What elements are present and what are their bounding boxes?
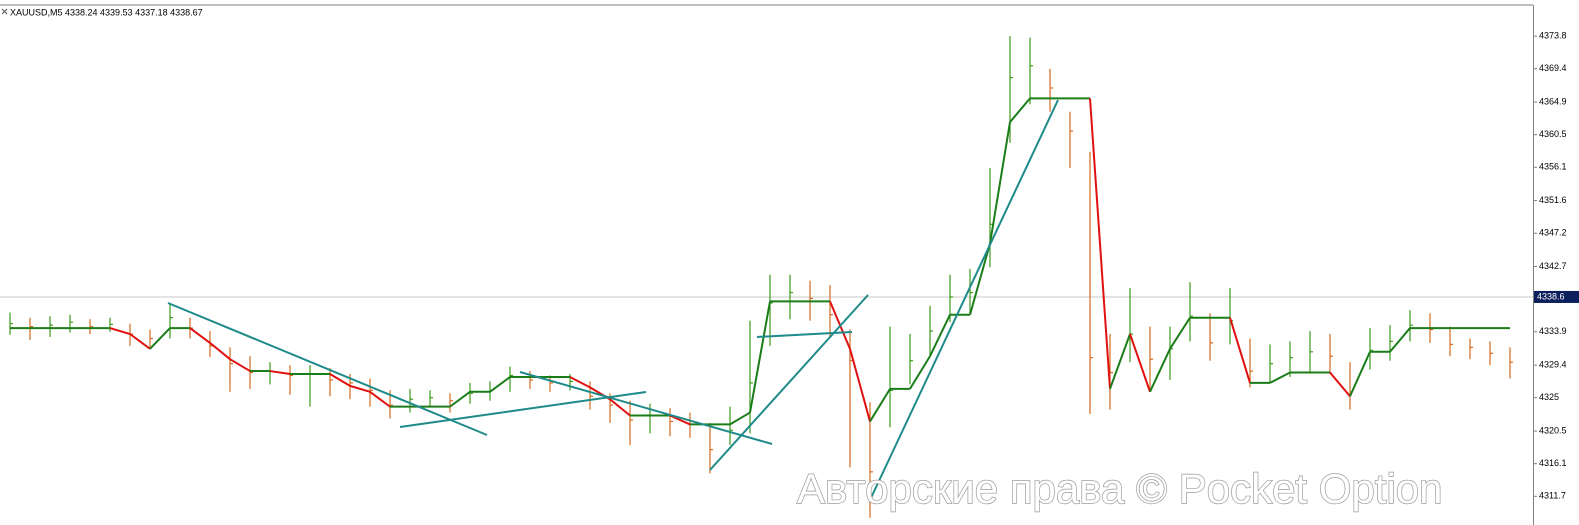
trend-line xyxy=(167,302,488,436)
trend-line xyxy=(519,371,773,445)
y-tick-label: 4356.1 xyxy=(1539,162,1567,172)
indicator-segment xyxy=(669,414,691,426)
y-tick-label: 4347.2 xyxy=(1539,228,1567,238)
indicator-segment xyxy=(1169,317,1191,350)
indicator-segment xyxy=(869,388,891,422)
indicator-segment xyxy=(449,391,471,408)
y-tick-label: 4351.6 xyxy=(1539,195,1567,205)
indicator-segment xyxy=(489,376,511,393)
indicator-segment xyxy=(569,376,591,389)
indicator-segment xyxy=(1009,97,1031,123)
y-tick-label: 4320.5 xyxy=(1539,425,1567,435)
indicator-segment xyxy=(269,370,291,376)
y-tick-label: 4333.9 xyxy=(1539,326,1567,336)
indicator-segment xyxy=(1229,317,1251,384)
indicator-segment xyxy=(749,301,771,413)
current-price-box xyxy=(1534,290,1579,303)
watermark: Авторские права © Pocket Option xyxy=(797,465,1443,512)
indicator-segment xyxy=(1129,333,1151,393)
indicator-segment xyxy=(229,358,251,372)
trend-line xyxy=(399,391,647,428)
indicator-segment xyxy=(989,121,1011,244)
indicator-segment xyxy=(1109,333,1131,390)
indicator-segment xyxy=(129,333,151,350)
trend-line xyxy=(709,294,869,471)
indicator-segment xyxy=(929,314,951,357)
indicator-segment xyxy=(1149,348,1171,393)
y-tick-label: 4369.4 xyxy=(1539,63,1567,73)
y-tick-label: 4373.8 xyxy=(1539,30,1567,40)
symbol-icon xyxy=(1,8,8,15)
trend-lines xyxy=(167,99,1059,501)
indicator-segment xyxy=(909,355,931,390)
trend-line xyxy=(869,99,1059,501)
indicator-segment xyxy=(1089,98,1111,389)
chart-title: XAUUSD,M5 4338.24 4339.53 4337.18 4338.6… xyxy=(10,7,203,17)
indicator-segment xyxy=(609,398,631,417)
y-tick-label: 4329.4 xyxy=(1539,360,1567,370)
indicator-segment xyxy=(209,342,231,360)
indicator-segment xyxy=(1389,327,1411,353)
y-tick-label: 4342.7 xyxy=(1539,261,1567,271)
plot-area xyxy=(0,36,1533,518)
indicator-segment xyxy=(1329,371,1351,397)
indicator-segment xyxy=(969,243,991,316)
y-tick-label: 4364.9 xyxy=(1539,96,1567,106)
indicator-segment xyxy=(369,391,391,408)
indicator-segment xyxy=(109,327,131,335)
trend-line xyxy=(756,331,853,338)
indicator-segment xyxy=(1269,371,1291,384)
y-tick-label: 4325 xyxy=(1539,392,1559,402)
current-price-label: 4338.6 xyxy=(1537,291,1565,301)
indicator-segment xyxy=(1349,351,1371,397)
indicator-segment xyxy=(729,411,751,426)
y-tick-label: 4311.7 xyxy=(1539,491,1566,501)
indicator-segment xyxy=(349,384,371,393)
y-tick-label: 4316.1 xyxy=(1539,458,1567,468)
indicator-segment xyxy=(189,327,211,344)
indicator-segment xyxy=(329,373,351,387)
indicator-segment xyxy=(149,327,171,350)
y-tick-label: 4360.5 xyxy=(1539,129,1567,139)
indicator-segment xyxy=(849,348,871,422)
